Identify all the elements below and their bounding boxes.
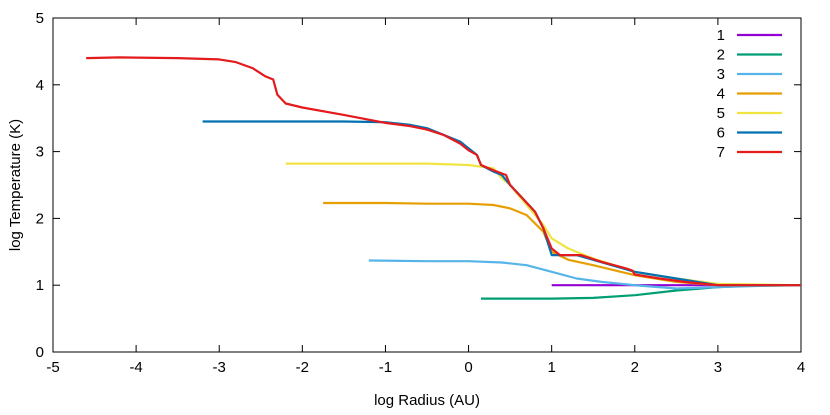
- y-tick-label: 1: [36, 277, 44, 294]
- series-layer: [86, 56, 802, 300]
- x-tick-label: -5: [46, 359, 59, 376]
- x-axis-label: log Radius (AU): [374, 392, 480, 409]
- y-tick-label: 2: [36, 210, 44, 227]
- x-tick-label: 1: [547, 359, 555, 376]
- plot-frame: [52, 17, 802, 353]
- x-tick-label: 0: [464, 359, 472, 376]
- series-5-line: [285, 162, 802, 287]
- x-tick-label: -3: [213, 359, 226, 376]
- legend-label-3: 3: [717, 66, 725, 83]
- y-axis-label: log Temperature (K): [7, 119, 24, 251]
- y-tick-label: 4: [36, 77, 44, 94]
- x-tick-label: 3: [714, 359, 722, 376]
- legend: 1 2 3 4 5 6 7: [717, 27, 782, 161]
- axis-ticks: -5 -4 -3 -2 -1 0 1 2 3 4 0 1 2 3 4 5: [36, 10, 806, 376]
- legend-label-1: 1: [717, 27, 725, 44]
- legend-label-6: 6: [717, 125, 725, 142]
- x-tick-label: 4: [797, 359, 805, 376]
- x-tick-label: 2: [631, 359, 639, 376]
- series-3-line: [368, 259, 802, 290]
- y-tick-label: 3: [36, 144, 44, 161]
- y-tick-label: 0: [36, 344, 44, 361]
- x-tick-label: -2: [296, 359, 309, 376]
- series-7-line: [86, 56, 801, 287]
- y-tick-label: 5: [36, 10, 44, 27]
- legend-label-4: 4: [717, 86, 725, 103]
- legend-label-5: 5: [717, 105, 725, 122]
- legend-label-7: 7: [717, 144, 725, 161]
- series-6-line: [202, 120, 801, 287]
- x-tick-label: -4: [129, 359, 142, 376]
- legend-label-2: 2: [717, 47, 725, 64]
- x-tick-label: -1: [379, 359, 392, 376]
- series-2-line: [481, 284, 801, 300]
